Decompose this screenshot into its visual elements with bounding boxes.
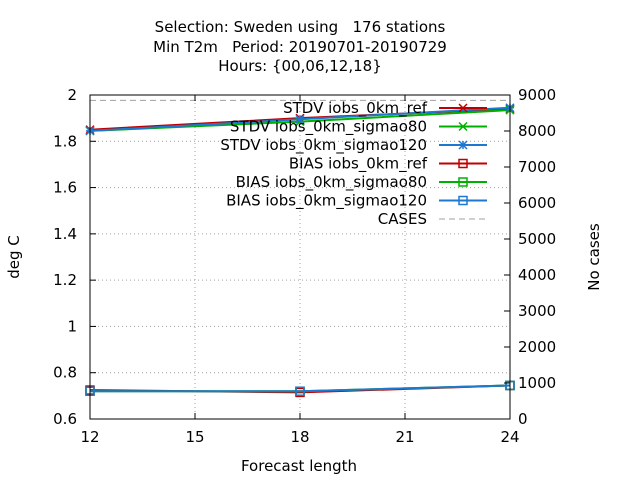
- y2-tick-label: 7000: [518, 158, 556, 176]
- y2-tick-label: 8000: [518, 122, 556, 140]
- series-layer: [85, 99, 515, 398]
- y2-tick-label: 3000: [518, 302, 556, 320]
- y2-tick-label: 2000: [518, 338, 556, 356]
- data-point: [458, 140, 468, 150]
- y-tick-label: 0.8: [53, 364, 77, 382]
- y-tick-label: 1.6: [53, 179, 77, 197]
- marker-stroke: [458, 121, 468, 132]
- y2-tick-label: 9000: [518, 86, 556, 104]
- y2-axis-label: No cases: [585, 223, 603, 291]
- chart-title-line-1: Selection: Sweden using 176 stations: [154, 18, 446, 36]
- data-point: [458, 158, 468, 169]
- legend-label: STDV iobs_0km_sigmao80: [230, 118, 427, 137]
- y2-tick-label: 1000: [518, 374, 556, 392]
- x-tick-label: 24: [500, 428, 519, 446]
- data-point: [458, 195, 468, 206]
- y-tick-label: 1.2: [53, 271, 77, 289]
- legend-label: STDV iobs_0km_ref: [283, 99, 428, 118]
- y2-tick-label: 0: [518, 410, 528, 428]
- data-point: [295, 114, 305, 124]
- legend-label: BIAS iobs_0km_sigmao80: [236, 173, 427, 192]
- legend-label: CASES: [378, 210, 427, 228]
- legend-label: BIAS iobs_0km_sigmao120: [226, 192, 427, 211]
- x-tick-label: 21: [395, 428, 414, 446]
- x-axis-label: Forecast length: [241, 457, 357, 475]
- x-tick-label: 18: [290, 428, 309, 446]
- data-point: [458, 103, 468, 113]
- y-tick-label: 2: [67, 86, 77, 104]
- y-tick-label: 1: [67, 317, 77, 335]
- axes: 12 15 18 21 24 0.6 0.8 1 1.2 1.4 1.6 1.8 2 0 1000 2000 3…: [53, 86, 556, 446]
- y-tick-label: 0.6: [53, 410, 77, 428]
- x-tick-label: 12: [80, 428, 99, 446]
- legend-label: BIAS iobs_0km_ref: [289, 155, 428, 174]
- y2-tick-label: 5000: [518, 230, 556, 248]
- y-tick-label: 1.4: [53, 225, 77, 243]
- y2-tick-label: 4000: [518, 266, 556, 284]
- x-tick-label: 15: [185, 428, 204, 446]
- legend-label: STDV iobs_0km_sigmao120: [220, 136, 427, 155]
- chart-title-line-3: Hours: {00,06,12,18}: [218, 57, 382, 75]
- chart-title-line-2: Min T2m Period: 20190701-20190729: [153, 38, 447, 56]
- y-tick-label: 1.8: [53, 132, 77, 150]
- data-point: [295, 386, 305, 396]
- y-axis-label: deg C: [5, 235, 23, 279]
- series-line: [90, 384, 511, 393]
- data-point: [458, 177, 468, 187]
- y2-tick-label: 6000: [518, 194, 556, 212]
- data-point: [458, 121, 468, 132]
- marker-stroke: [458, 103, 468, 113]
